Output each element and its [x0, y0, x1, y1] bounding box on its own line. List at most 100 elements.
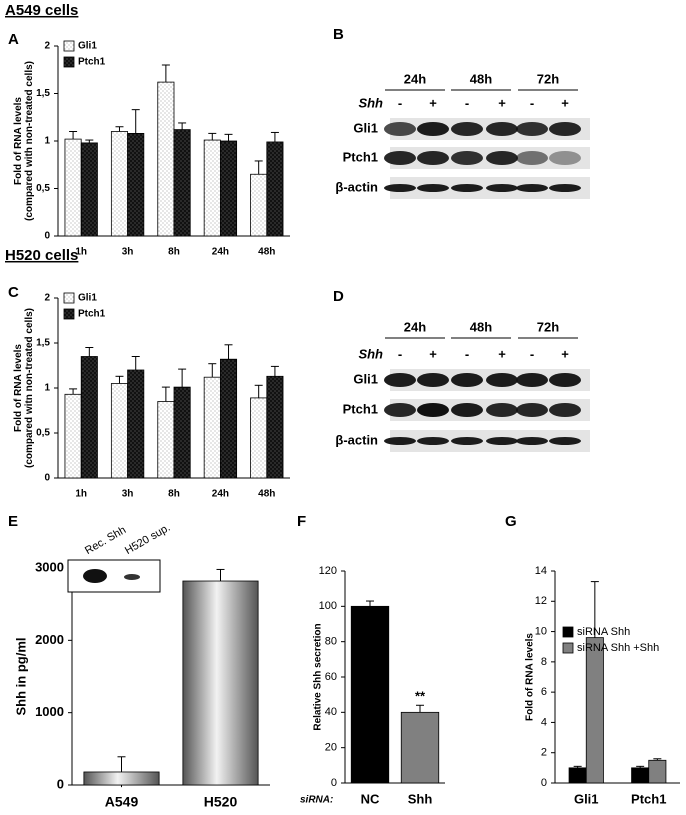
blot-band [384, 122, 416, 136]
bar [350, 605, 390, 784]
blot-band [549, 151, 581, 165]
legend-swatch [63, 292, 75, 304]
bar [157, 401, 175, 479]
bar [203, 376, 221, 479]
y-tick-label: 2 [44, 41, 50, 52]
bar [182, 580, 259, 786]
blot-band [486, 373, 518, 387]
y-tick-label: 14 [535, 565, 547, 577]
blot-band [486, 184, 518, 192]
y-tick-label: 0,5 [36, 183, 50, 194]
treatment-sign: - [398, 346, 402, 361]
significance-mark: ** [415, 689, 426, 704]
treatment-label: Shh [358, 346, 383, 361]
legend-label: Gli1 [78, 293, 97, 304]
legend-label: Ptch1 [78, 309, 106, 320]
blot-band [417, 151, 449, 165]
x-tick-label: 48h [258, 247, 275, 258]
treatment-sign: - [530, 346, 534, 361]
blot-row-label: Gli1 [353, 371, 378, 386]
y-tick-label: 120 [319, 565, 337, 577]
x-tick-label: 8h [168, 489, 180, 500]
legend-swatch [63, 308, 75, 320]
bar [250, 173, 268, 237]
blot-band [516, 122, 548, 136]
panel-label: B [333, 26, 344, 43]
legend-label: siRNA Shh [577, 626, 630, 638]
blot-band [384, 373, 416, 387]
treatment-sign: + [561, 346, 569, 361]
y-tick-label: 2 [44, 293, 50, 304]
treatment-sign: + [429, 346, 437, 361]
y-axis-label: Fold of RNA levels [525, 633, 536, 721]
blot-band [549, 437, 581, 445]
inset-frame [67, 559, 161, 593]
x-tick-label: Shh [408, 791, 433, 806]
timepoint-label: 48h [470, 319, 492, 334]
x-tick-label: H520 [204, 794, 238, 810]
y-tick-label: 6 [541, 686, 547, 698]
inset-label: Rec. Shh [83, 524, 128, 557]
blot-band [451, 184, 483, 192]
y-axis-label: Shh in pg/ml [13, 638, 28, 716]
bar [219, 358, 238, 479]
x-tick-label: 48h [258, 489, 275, 500]
y-tick-label: 1000 [35, 704, 64, 719]
panel-label: E [8, 513, 18, 530]
bar [110, 131, 129, 237]
section-heading: H520 cells [5, 247, 78, 264]
bar [400, 711, 440, 784]
x-tick-label: 24h [212, 489, 229, 500]
x-tick-label: 1h [75, 247, 87, 258]
treatment-sign: + [429, 95, 437, 110]
y-tick-label: 0 [57, 776, 64, 791]
bar [64, 393, 82, 479]
timepoint-label: 24h [404, 71, 426, 86]
treatment-sign: - [398, 95, 402, 110]
treatment-sign: - [465, 95, 469, 110]
blot-band [384, 403, 416, 417]
timepoint-label: 72h [537, 71, 559, 86]
y-tick-label: 2000 [35, 632, 64, 647]
x-tick-label: 24h [212, 247, 229, 258]
y-axis-label: Fold of RNA levels [13, 97, 24, 185]
legend-swatch [562, 642, 574, 654]
timepoint-label: 48h [470, 71, 492, 86]
y-axis-label: Relative Shh secretion [313, 623, 324, 730]
blot-band [549, 184, 581, 192]
panel-label: A [8, 31, 19, 48]
blot-band [549, 403, 581, 417]
inset-band [124, 574, 140, 580]
blot-band [417, 122, 449, 136]
x-tick-label: 1h [75, 489, 87, 500]
treatment-label: Shh [358, 95, 383, 110]
x-tick-label: 3h [122, 247, 134, 258]
x-tick-label: 3h [122, 489, 134, 500]
bar [173, 386, 191, 479]
legend-label: Gli1 [78, 41, 97, 52]
y-tick-label: 100 [319, 600, 337, 612]
section-heading: A549 cells [5, 2, 78, 19]
bar [80, 142, 98, 237]
blot-band [384, 151, 416, 165]
bar [83, 771, 160, 786]
timepoint-label: 24h [404, 319, 426, 334]
bar [585, 637, 604, 784]
bar [568, 767, 587, 784]
legend-swatch [63, 40, 75, 52]
blot-band [486, 437, 518, 445]
treatment-sign: - [465, 346, 469, 361]
x-tick-label: 8h [168, 247, 180, 258]
y-tick-label: 10 [535, 625, 547, 637]
inset-band [83, 569, 107, 583]
y-tick-label: 0 [331, 777, 337, 789]
y-tick-label: 40 [325, 706, 337, 718]
y-tick-label: 0 [541, 777, 547, 789]
y-tick-label: 80 [325, 636, 337, 648]
y-tick-label: 1,5 [36, 88, 50, 99]
bar [219, 140, 238, 237]
x-tick-label: A549 [105, 794, 139, 810]
y-tick-label: 8 [541, 656, 547, 668]
bar [127, 132, 145, 237]
blot-row-label: β-actin [335, 179, 378, 194]
